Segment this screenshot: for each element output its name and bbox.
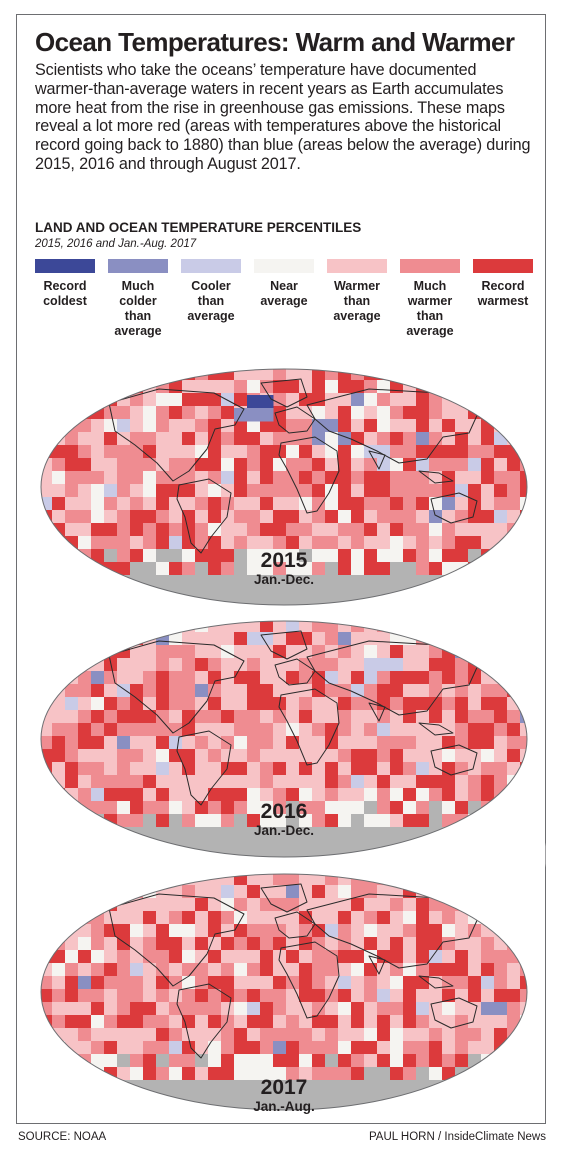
world-map	[40, 620, 528, 858]
map-2016: 2016 Jan.-Dec.	[39, 619, 529, 859]
map-2015: 2015 Jan.-Dec.	[39, 367, 529, 607]
watermark-text: news	[481, 859, 533, 881]
legend-swatch	[473, 259, 533, 273]
legend-swatch	[400, 259, 460, 273]
map-year-label: 2016	[260, 800, 308, 823]
legend-item-warmer: Warmer than average	[327, 259, 387, 324]
legend-label: Much warmer than average	[406, 279, 454, 338]
legend-item-near-average: Near average	[254, 259, 314, 309]
legend-label: Cooler than average	[187, 279, 235, 323]
legend-swatch	[181, 259, 241, 273]
legend-subtitle: 2015, 2016 and Jan.-Aug. 2017	[35, 238, 197, 250]
map-period-label: Jan.-Aug.	[253, 1099, 315, 1114]
map-year-label: 2015	[260, 549, 308, 572]
legend-label: Record coldest	[43, 279, 87, 308]
legend-swatch	[327, 259, 387, 273]
legend-item-cooler: Cooler than average	[181, 259, 241, 324]
legend-item-much-colder: Much colder than average	[108, 259, 168, 339]
legend-label: Much colder than average	[114, 279, 162, 338]
legend-swatch	[35, 259, 95, 273]
world-map	[40, 368, 528, 606]
watermark-logo: inside climate news	[467, 815, 547, 895]
intro-paragraph: Scientists who take the oceans’ temperat…	[35, 61, 531, 173]
legend-swatch	[254, 259, 314, 273]
legend-item-much-warmer: Much warmer than average	[400, 259, 460, 339]
legend-title: LAND AND OCEAN TEMPERATURE PERCENTILES	[35, 220, 362, 235]
source-note: SOURCE: NOAA	[18, 1131, 107, 1143]
map-year-label: 2017	[260, 1076, 308, 1099]
map-2017: 2017 Jan.-Aug.	[39, 872, 529, 1114]
world-map	[40, 873, 528, 1111]
credit-line: PAUL HORN / InsideClimate News	[368, 1131, 546, 1143]
watermark-text: climate	[477, 843, 537, 862]
infographic-frame: Ocean Temperatures: Warm and Warmer Scie…	[16, 14, 547, 1124]
legend-swatch	[108, 259, 168, 273]
temperature-grid	[41, 874, 527, 1110]
watermark-text: inside	[486, 828, 528, 844]
legend-label: Warmer than average	[333, 279, 381, 323]
map-period-label: Jan.-Dec.	[253, 823, 315, 838]
legend-item-record-warmest: Record warmest	[473, 259, 533, 309]
legend-label: Near average	[260, 279, 308, 308]
legend-label: Record warmest	[477, 279, 529, 308]
legend-item-record-coldest: Record coldest	[35, 259, 95, 309]
infographic-title: Ocean Temperatures: Warm and Warmer	[35, 27, 515, 57]
percentile-legend: Record coldest Much colder than average …	[35, 259, 535, 355]
map-period-label: Jan.-Dec.	[253, 572, 315, 587]
